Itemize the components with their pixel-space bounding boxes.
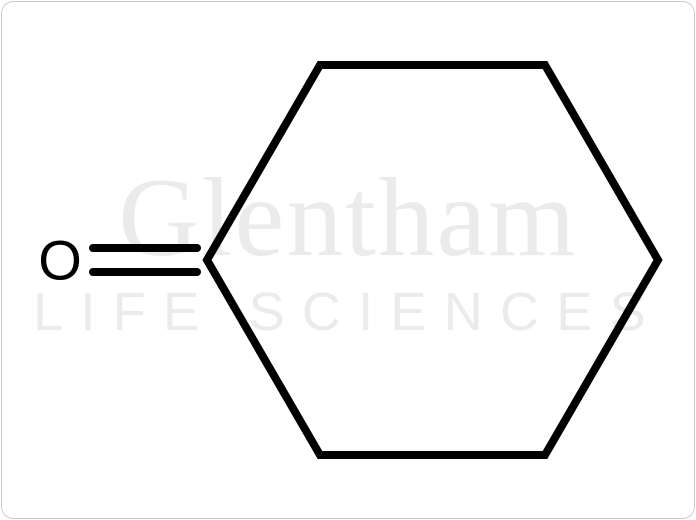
watermark-tagline: LIFE SCIENCES [33,282,663,342]
oxygen-atom-label: O [38,229,82,292]
chemical-structure-canvas: Glentham LIFE SCIENCES O [0,0,696,520]
watermark-brand: Glentham [118,156,578,280]
structure-svg: Glentham LIFE SCIENCES O [0,0,696,520]
